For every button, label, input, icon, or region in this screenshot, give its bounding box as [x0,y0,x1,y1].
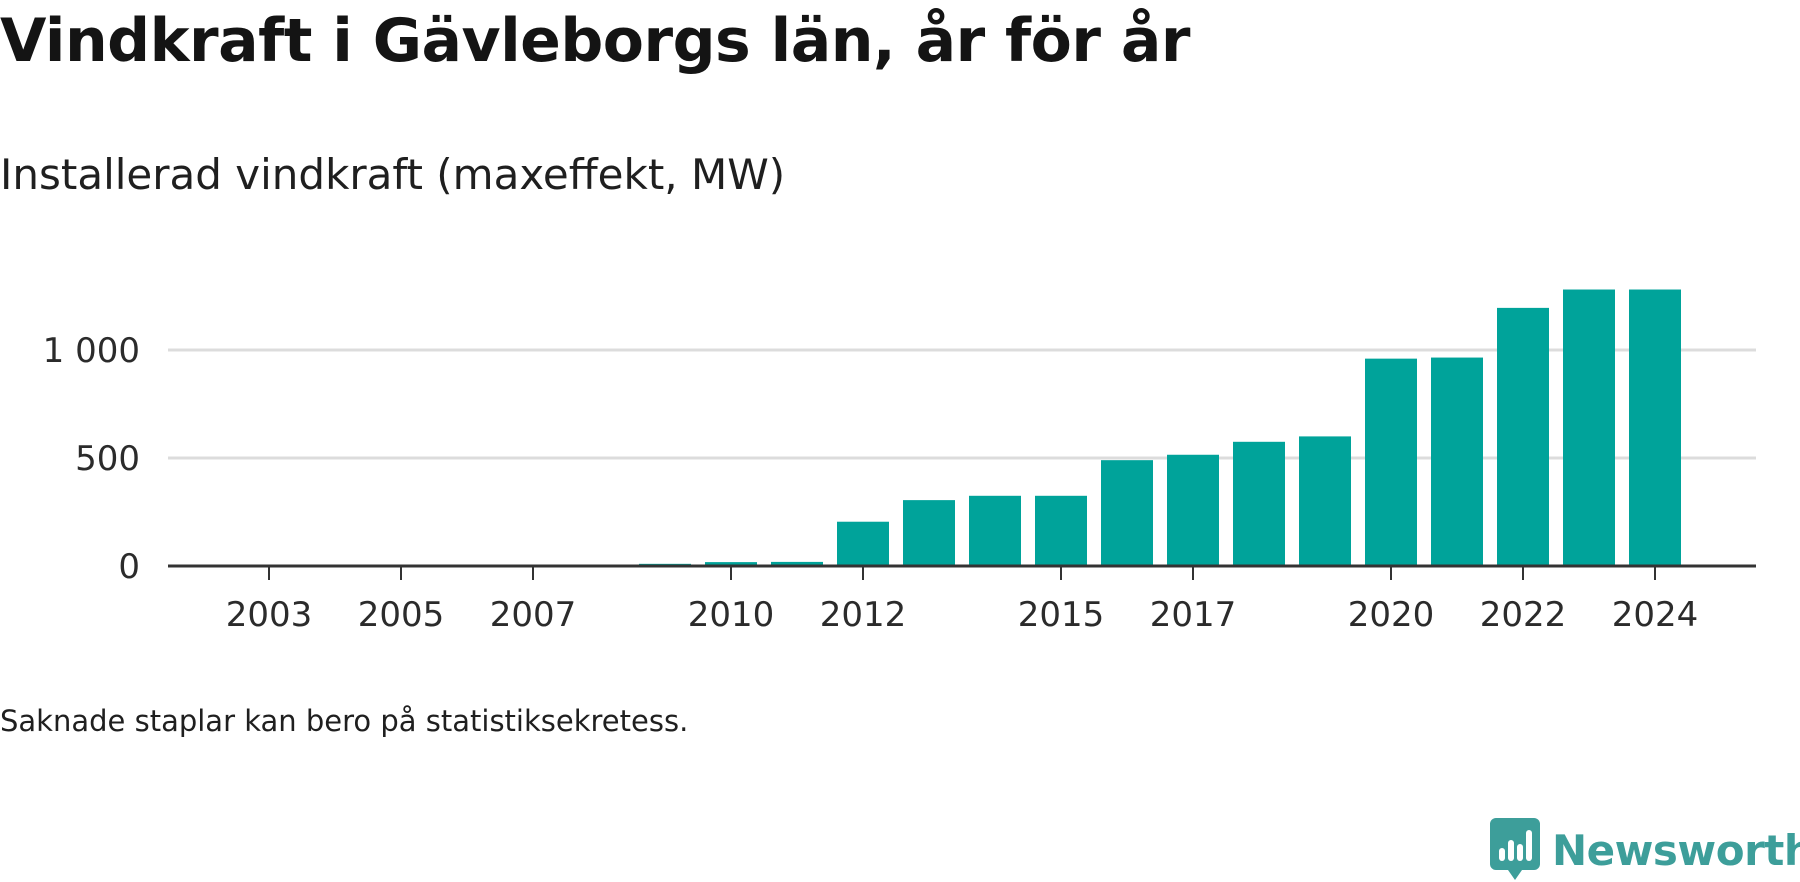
x-tick-label: 2005 [358,595,445,635]
bar-2020 [1365,359,1417,566]
y-tick-label: 500 [75,439,140,479]
bar-2023 [1563,290,1615,566]
y-tick-label: 1 000 [43,331,140,371]
bar-2015 [1035,496,1087,566]
bar-2012 [837,522,889,566]
x-tick-label: 2007 [490,595,577,635]
x-tick-label: 2012 [820,595,907,635]
bar-2021 [1431,358,1483,566]
y-tick-label: 0 [118,547,140,587]
x-tick-label: 2024 [1612,595,1699,635]
bar-2024 [1629,290,1681,566]
newsworthy-logo: Newsworthy [1490,818,1800,882]
x-tick-label: 2015 [1018,595,1105,635]
bar-2018 [1233,442,1285,566]
bar-2022 [1497,308,1549,566]
x-tick-label: 2020 [1348,595,1435,635]
x-tick-label: 2017 [1150,595,1237,635]
x-axis-labels: 2003 2005 2007 2010 2012 2015 2017 2020 2022 2024 [226,595,1699,635]
bar-2019 [1299,436,1351,566]
x-axis [168,566,1756,580]
brand-name: Newsworthy [1552,826,1800,875]
x-tick-label: 2010 [688,595,775,635]
bars [177,290,1681,566]
y-axis-labels: 0 500 1 000 [43,331,140,587]
x-tick-label: 2022 [1480,595,1567,635]
bar-2016 [1101,460,1153,566]
x-tick-label: 2003 [226,595,313,635]
footnote: Saknade staplar kan bero på statistiksek… [0,704,688,738]
bar-2013 [903,500,955,566]
bar-2014 [969,496,1021,566]
bar-2017 [1167,455,1219,566]
newsworthy-icon [1490,818,1540,882]
